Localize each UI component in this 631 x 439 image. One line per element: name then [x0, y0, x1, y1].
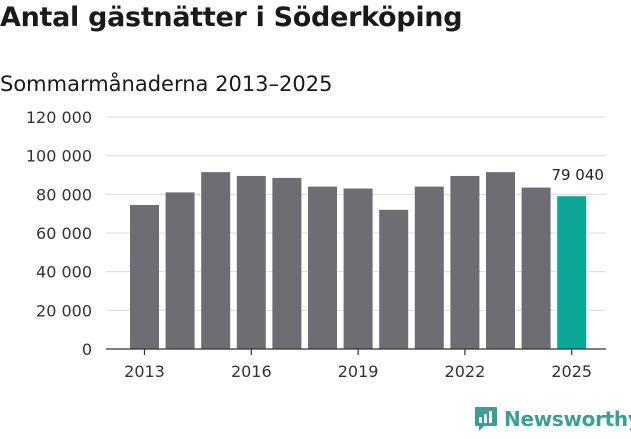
bar-2017	[272, 177, 302, 349]
y-tick-label: 40 000	[36, 263, 92, 282]
bar-2016	[236, 175, 266, 349]
bars	[130, 172, 587, 349]
y-tick-label: 20 000	[36, 301, 92, 320]
data-label: 79 040	[551, 166, 604, 184]
brand-name: Newsworthy	[504, 407, 631, 431]
newsworthy-logo: Newsworthy	[474, 406, 631, 432]
bar-2015	[201, 172, 231, 349]
y-tick-label: 60 000	[36, 224, 92, 243]
y-tick-label: 100 000	[26, 147, 92, 166]
bar-2022	[450, 175, 480, 349]
chart-title: Antal gästnätter i Söderköping	[0, 2, 463, 33]
newsworthy-logo-icon	[474, 406, 498, 432]
y-tick-label: 0	[82, 340, 92, 359]
x-tick-label: 2013	[124, 362, 165, 381]
y-axis-tick-labels: 0 20 000 40 000 60 000 80 000 100 000 120 000	[26, 108, 92, 359]
y-tick-label: 80 000	[36, 185, 92, 204]
bar-2014	[165, 192, 195, 349]
bar-2018	[308, 186, 337, 349]
bar-2024	[521, 187, 551, 349]
bar-2019	[343, 188, 373, 349]
data-labels: 79 040	[551, 166, 604, 184]
bar-2013	[130, 204, 159, 349]
bar-2020	[379, 209, 409, 349]
chart-subtitle: Sommarmånaderna 2013–2025	[0, 72, 333, 96]
bar-2025	[557, 196, 587, 349]
x-tick-label: 2019	[338, 362, 379, 381]
x-tick-label: 2025	[551, 362, 592, 381]
y-tick-label: 120 000	[26, 108, 92, 127]
bar-2023	[486, 172, 515, 349]
x-axis	[106, 348, 606, 355]
x-axis-tick-labels: 2013 2016 2019 2022 2025	[124, 362, 592, 381]
x-tick-label: 2016	[231, 362, 272, 381]
x-tick-label: 2022	[445, 362, 486, 381]
bar-2021	[414, 186, 444, 349]
